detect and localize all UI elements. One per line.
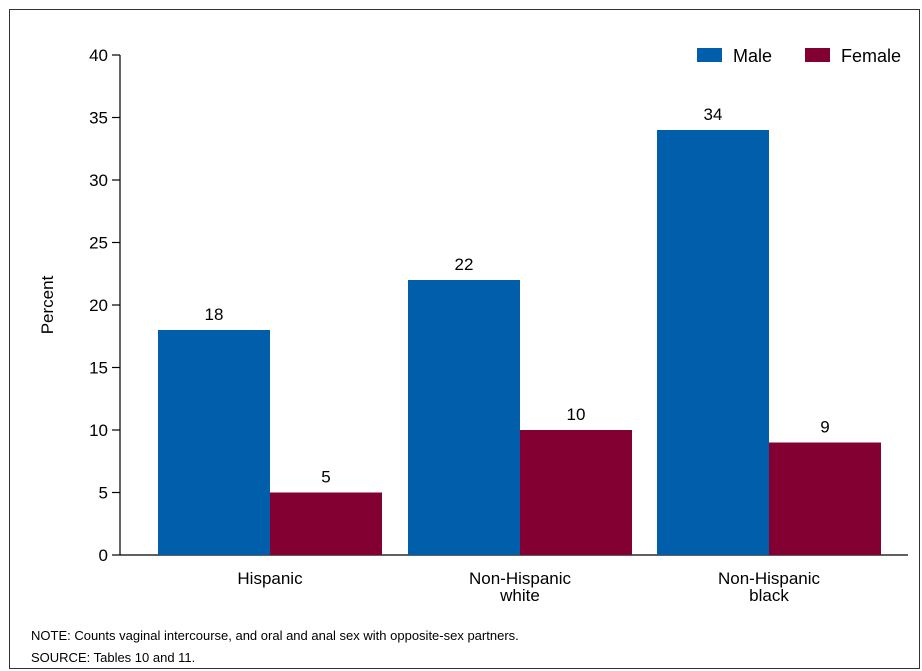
data-label-male-2: 34 — [704, 105, 723, 124]
data-label-male-1: 22 — [455, 255, 474, 274]
chart-source: SOURCE: Tables 10 and 11. — [31, 650, 196, 665]
legend-swatch-male — [697, 48, 722, 62]
y-tick-label: 25 — [89, 234, 108, 253]
x-tick-label: Non-Hispanic — [469, 569, 572, 588]
legend-label-male: Male — [733, 46, 772, 66]
data-label-female-1: 10 — [567, 405, 586, 424]
bar-female-1 — [520, 430, 632, 555]
legend-swatch-female — [805, 48, 830, 62]
y-tick-label: 30 — [89, 171, 108, 190]
data-label-male-0: 18 — [205, 305, 224, 324]
y-tick-label: 0 — [99, 546, 108, 565]
bar-male-2 — [657, 130, 769, 555]
y-tick-label: 20 — [89, 296, 108, 315]
y-tick-label: 35 — [89, 109, 108, 128]
data-label-female-2: 9 — [820, 418, 829, 437]
bar-female-2 — [769, 442, 881, 555]
bar-male-1 — [408, 280, 520, 555]
y-axis-title: Percent — [38, 275, 57, 334]
data-label-female-0: 5 — [321, 468, 330, 487]
x-tick-label: white — [499, 586, 540, 605]
x-tick-label: black — [749, 586, 789, 605]
bar-male-0 — [158, 330, 270, 555]
legend-label-female: Female — [841, 46, 901, 66]
y-tick-label: 5 — [99, 484, 108, 503]
x-tick-label: Hispanic — [237, 569, 303, 588]
y-tick-label: 15 — [89, 359, 108, 378]
y-tick-label: 10 — [89, 421, 108, 440]
bar-female-0 — [270, 492, 382, 555]
y-tick-label: 40 — [89, 46, 108, 65]
x-tick-label: Non-Hispanic — [718, 569, 821, 588]
chart-note: NOTE: Counts vaginal intercourse, and or… — [31, 628, 519, 643]
